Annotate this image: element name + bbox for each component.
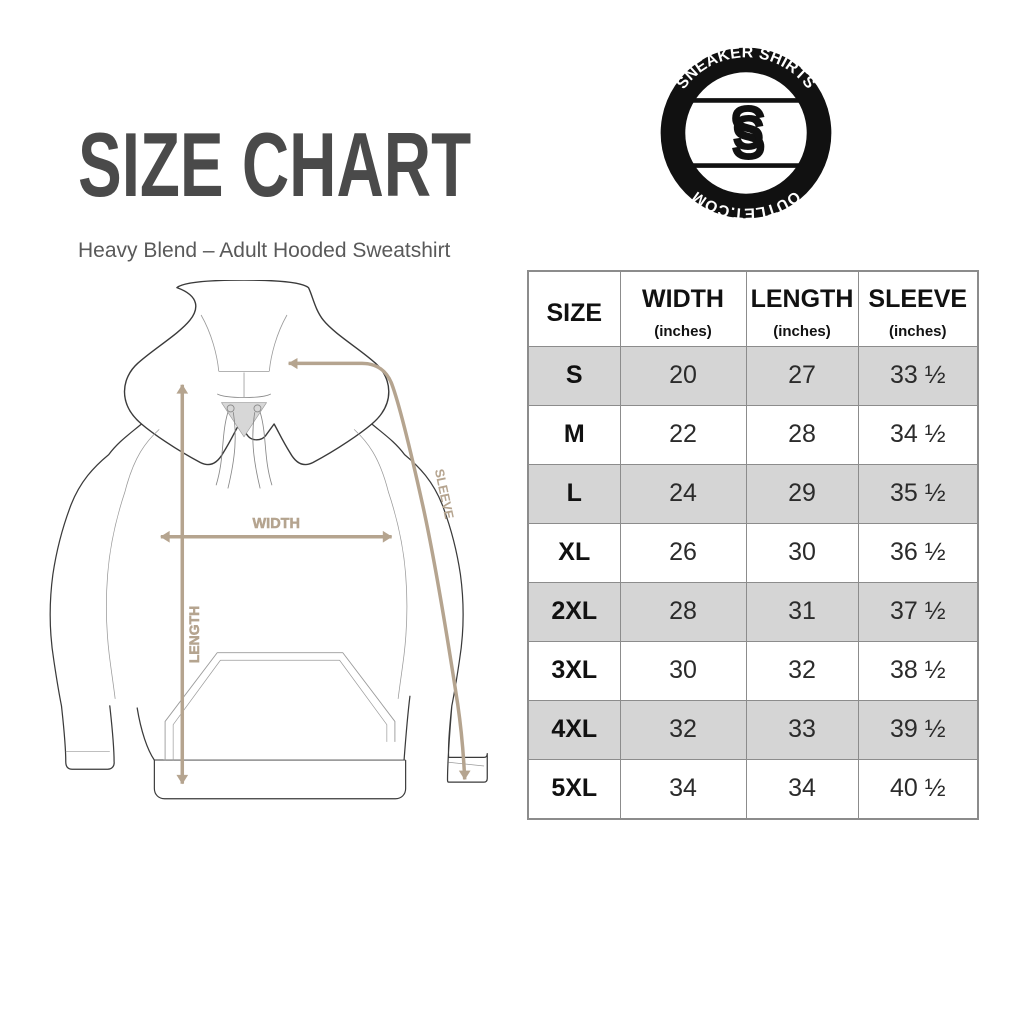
svg-text:WIDTH: WIDTH — [253, 516, 300, 532]
svg-text:SLEEVE: SLEEVE — [432, 468, 457, 521]
svg-text:LENGTH: LENGTH — [186, 606, 202, 663]
